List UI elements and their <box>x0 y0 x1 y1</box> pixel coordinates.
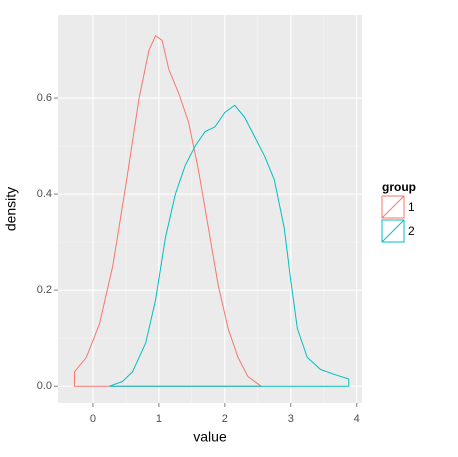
x-tick-label: 2 <box>222 413 228 425</box>
panel <box>58 15 362 403</box>
x-axis-title: value <box>193 429 227 445</box>
density-curve <box>109 104 349 387</box>
y-axis-title: density <box>3 187 19 231</box>
legend-title: group <box>382 180 416 194</box>
legend-key-line <box>381 219 405 243</box>
legend-label: 2 <box>408 224 415 238</box>
y-tick-label: 0.4 <box>37 188 52 200</box>
y-tick-label: 0.2 <box>37 284 52 296</box>
legend-label: 1 <box>408 200 415 214</box>
x-tick-label: 1 <box>156 413 162 425</box>
density-baseline <box>109 378 350 387</box>
x-tick-label: 4 <box>354 413 360 425</box>
x-tick-label: 0 <box>90 413 96 425</box>
legend-key-line <box>381 195 405 219</box>
y-tick-label: 0.0 <box>37 380 52 392</box>
y-tick-label: 0.6 <box>37 92 52 104</box>
density-curve <box>74 34 262 387</box>
x-tick-label: 3 <box>288 413 294 425</box>
